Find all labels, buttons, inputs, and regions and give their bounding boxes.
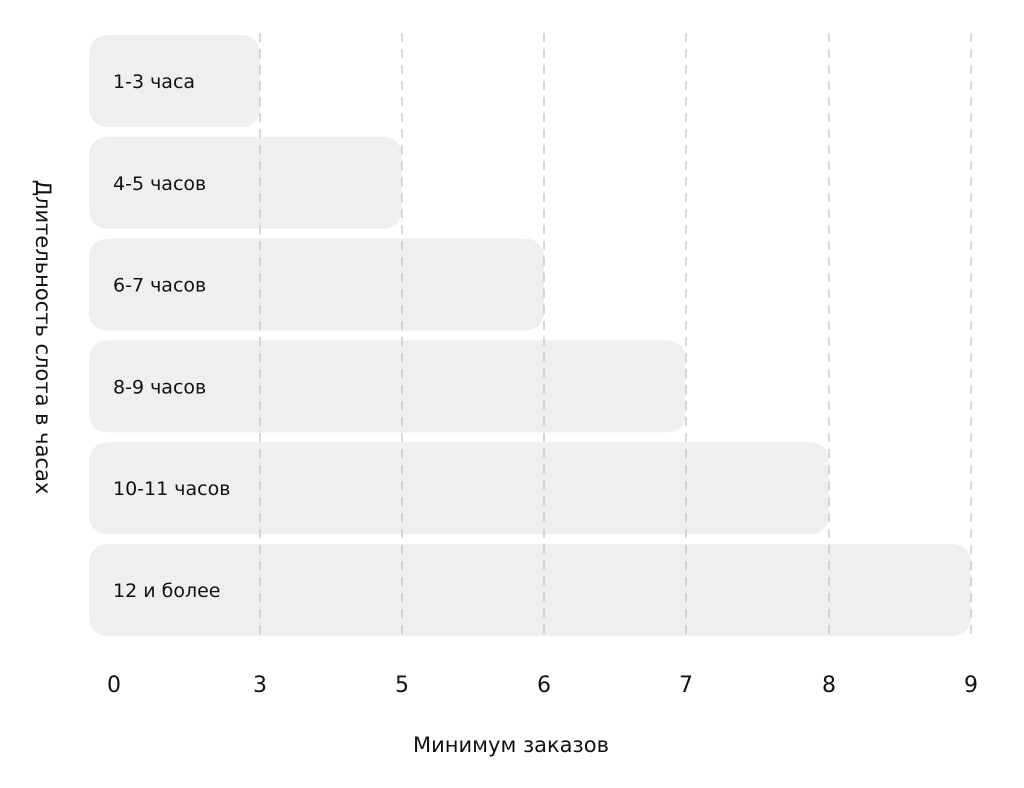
bars-layer	[89, 35, 971, 636]
x-tick-labels: 0 3 5 6 7 8 9	[107, 673, 978, 698]
bar-3	[89, 238, 544, 331]
category-label-4: 8-9 часов	[113, 376, 206, 398]
bar-6	[89, 544, 971, 636]
category-labels: 1-3 часа 4-5 часов 6-7 часов 8-9 часов 10-11…	[113, 71, 230, 602]
y-axis-title: Длительность слота в часах	[31, 180, 55, 495]
category-label-6: 12 и более	[113, 580, 220, 602]
x-tick-label-3: 3	[253, 673, 267, 698]
x-tick-label-5: 5	[395, 673, 409, 698]
grid-layer	[259, 33, 972, 640]
category-label-2: 4-5 часов	[113, 173, 206, 195]
x-tick-label-0: 0	[107, 673, 121, 698]
x-tick-label-9: 9	[964, 673, 978, 698]
x-tick-label-8: 8	[822, 673, 836, 698]
bar-5	[89, 442, 829, 535]
category-label-1: 1-3 часа	[113, 71, 195, 93]
bar-2	[89, 136, 402, 229]
category-label-3: 6-7 часов	[113, 275, 206, 297]
x-tick-label-6: 6	[537, 673, 551, 698]
category-label-5: 10-11 часов	[113, 478, 230, 500]
bar-4	[89, 340, 686, 433]
x-tick-label-7: 7	[679, 673, 693, 698]
bar-1	[89, 35, 260, 127]
x-axis-title: Минимум заказов	[413, 733, 609, 757]
